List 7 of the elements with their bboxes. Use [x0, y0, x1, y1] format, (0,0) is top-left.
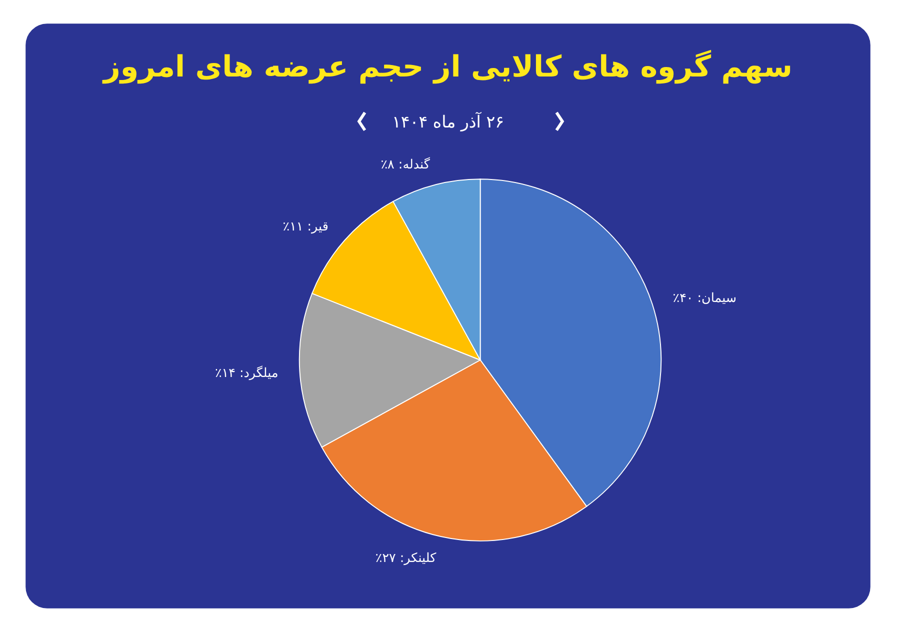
- slice-label: کلینکر: ۲۷٪: [375, 550, 438, 566]
- slice-label: قیر: ۱۱٪: [282, 218, 328, 235]
- chart-title: سهم گروه های کالایی از حجم عرضه های امروز: [102, 49, 792, 84]
- slice-label: میلگرد: ۱۴٪: [214, 365, 278, 382]
- slice-label: سیمان: ۴۰٪: [672, 290, 737, 305]
- chart-subtitle: ۲۶ آذر ماه ۱۴۰۴: [392, 111, 504, 132]
- slice-label: گندله: ۸٪: [380, 156, 431, 172]
